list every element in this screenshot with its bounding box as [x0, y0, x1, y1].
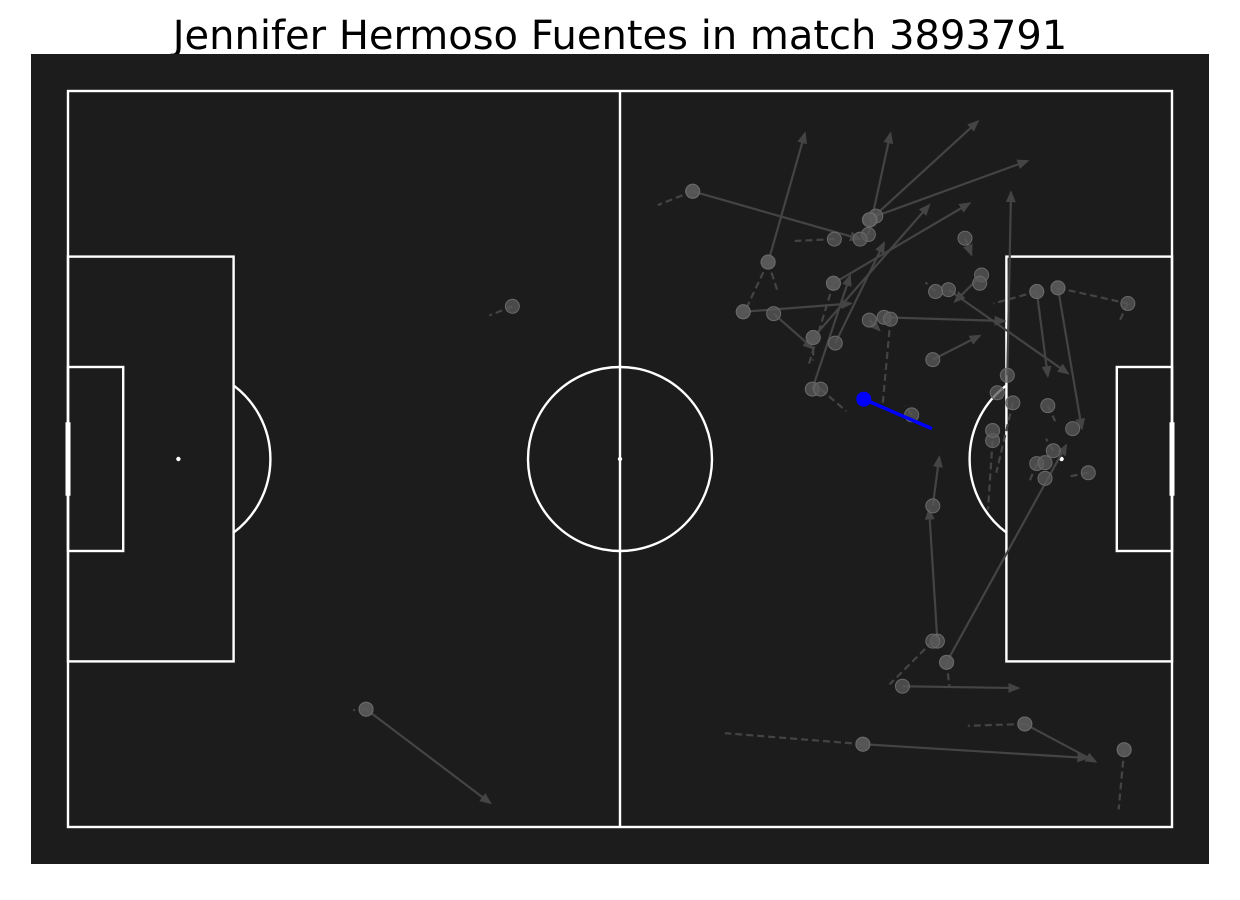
- carry-start-point: [1045, 443, 1061, 459]
- carry-line: [807, 282, 835, 366]
- carry-start-point: [358, 701, 374, 717]
- highlight-layer: [856, 391, 933, 431]
- carry-line: [1117, 749, 1126, 810]
- pass-start-point: [827, 335, 843, 351]
- pass-start-point: [925, 498, 941, 514]
- action-point: [989, 385, 1005, 401]
- carry-line: [881, 319, 892, 410]
- centre-spot: [617, 456, 623, 462]
- action-point-layer: [358, 183, 1136, 758]
- pass-arrow: [832, 202, 972, 285]
- carry-start-point: [813, 381, 829, 397]
- carry-start-point: [855, 736, 871, 752]
- action-point: [1065, 421, 1081, 437]
- action-point: [985, 422, 1001, 438]
- chart-title: Jennifer Hermoso Fuentes in match 389379…: [172, 13, 1068, 59]
- pass-start-point: [894, 678, 910, 694]
- pass-arrow: [931, 455, 943, 507]
- pass-arrow: [1005, 190, 1016, 376]
- carry-start-point: [1050, 280, 1066, 296]
- pass-arrow: [862, 743, 1090, 763]
- carry-start-point: [1080, 465, 1096, 481]
- carry-start-point: [805, 330, 821, 346]
- pass-arrow: [924, 507, 939, 642]
- pass-arrow: [1024, 722, 1098, 763]
- carry-start-point: [504, 298, 520, 314]
- action-point: [972, 275, 988, 291]
- pass-layer: [365, 120, 1098, 805]
- carry-line: [888, 640, 934, 686]
- carry-start-point: [928, 284, 944, 300]
- action-point: [1037, 455, 1053, 471]
- pass-start-point: [766, 306, 782, 322]
- carry-line: [1057, 286, 1129, 305]
- pass-start-point: [861, 312, 877, 328]
- highlighted-pass-line: [863, 397, 933, 431]
- carry-start-point: [685, 183, 701, 199]
- carry-start-point: [826, 231, 842, 247]
- carry-start-point: [925, 633, 941, 649]
- action-point: [1037, 470, 1053, 486]
- pitch-markings: [65, 89, 1175, 829]
- pass-arrow: [692, 190, 863, 242]
- carry-start-point: [1120, 296, 1136, 312]
- carry-line: [744, 261, 770, 312]
- pass-arrow: [869, 120, 980, 221]
- carry-start-point: [1017, 716, 1033, 732]
- pass-arrow: [365, 708, 492, 805]
- left-penalty-arc: [232, 384, 272, 534]
- carry-start-point: [939, 654, 955, 670]
- carry-line: [995, 402, 1014, 474]
- pass-arrow: [1035, 291, 1052, 379]
- pass-start-point: [940, 282, 956, 298]
- pass-arrow: [875, 159, 1030, 218]
- action-point: [852, 231, 868, 247]
- pass-arrow: [1056, 287, 1086, 431]
- left-penalty-spot: [176, 456, 181, 462]
- pass-start-point: [957, 230, 973, 246]
- action-point: [735, 304, 751, 320]
- carry-line: [993, 290, 1038, 305]
- pass-arrow: [743, 299, 853, 313]
- carry-line: [967, 722, 1025, 727]
- centre-circle: [526, 365, 714, 553]
- carry-start-point: [825, 275, 841, 291]
- pass-start-point: [999, 367, 1015, 383]
- carry-start-point: [760, 254, 776, 270]
- action-point: [1116, 742, 1132, 758]
- carry-start-point: [1005, 395, 1021, 411]
- pass-arrow: [834, 241, 886, 344]
- pass-arrow: [767, 131, 807, 263]
- pass-arrow: [884, 315, 1007, 326]
- carry-line: [986, 440, 994, 510]
- pass-arrow: [902, 682, 1021, 693]
- right-penalty-spot: [1059, 456, 1064, 462]
- pass-arrow: [772, 312, 815, 350]
- carry-line: [724, 732, 863, 746]
- pass-arrow: [932, 334, 982, 361]
- action-point: [861, 212, 877, 228]
- carry-start-point: [882, 311, 898, 327]
- highlighted-pass-start: [856, 391, 872, 407]
- pass-start-point: [925, 352, 941, 368]
- right-penalty-arc: [968, 384, 1008, 534]
- pass-arrow: [811, 274, 852, 390]
- carry-start-point: [1040, 398, 1056, 414]
- carry-start-point: [1029, 284, 1045, 300]
